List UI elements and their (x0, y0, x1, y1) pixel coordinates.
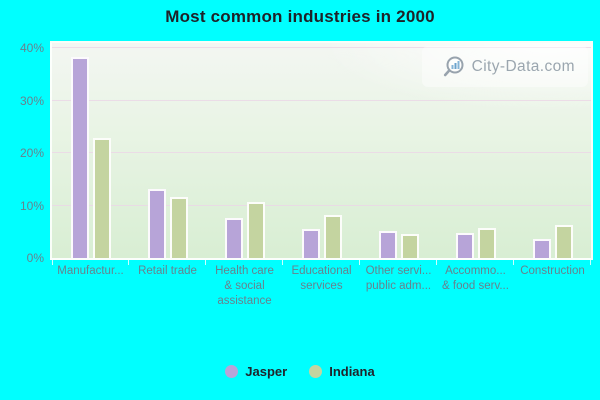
x-label-line: assistance (217, 295, 272, 307)
bar-jasper-1 (147, 188, 166, 258)
x-label-line: public adm... (365, 280, 432, 292)
x-label-line: & food serv... (442, 280, 509, 292)
x-label-0: Manufactur... (52, 264, 129, 309)
chart-title: Most common industries in 2000 (165, 7, 435, 26)
bar-indiana-6 (554, 224, 573, 258)
gridline-20 (52, 152, 591, 154)
x-tick-5 (436, 260, 437, 265)
bar-indiana-2 (246, 201, 265, 258)
x-label-line: Accommo... (445, 265, 506, 277)
x-tick-1 (128, 260, 129, 265)
legend-label: Indiana (329, 363, 375, 379)
x-label-line: Educational (291, 265, 352, 277)
bar-jasper-6 (532, 238, 551, 258)
x-tick-7 (590, 260, 591, 265)
x-label-5: Accommo... & food serv... (437, 264, 514, 309)
y-axis-labels: 0% 10% 20% 30% 40% (0, 0, 44, 280)
x-label-2: Health care & social assistance (206, 264, 283, 309)
gridline-30 (52, 99, 591, 101)
x-tick-6 (513, 260, 514, 265)
bar-indiana-5 (477, 228, 496, 258)
y-label-20: 20% (19, 146, 44, 161)
bar-jasper-3 (301, 229, 320, 258)
x-label-line: Other servi... (365, 265, 432, 277)
x-label-line: Retail trade (138, 265, 197, 277)
gridline-10 (52, 204, 591, 206)
x-label-line: Construction (520, 265, 585, 277)
x-tick-0 (52, 260, 53, 265)
x-tick-2 (205, 260, 206, 265)
bar-jasper-2 (224, 218, 243, 258)
watermark: City-Data.com (422, 46, 588, 87)
x-tick-4 (359, 260, 360, 265)
bar-jasper-0 (70, 56, 89, 258)
x-axis-labels: Manufactur... Retail trade Health care & so… (52, 264, 591, 309)
x-tick-3 (282, 260, 283, 265)
bar-indiana-3 (323, 214, 342, 258)
legend-dot-icon (309, 364, 323, 378)
y-label-10: 10% (19, 198, 44, 213)
bar-jasper-4 (378, 230, 397, 258)
x-label-line: Manufactur... (57, 265, 124, 277)
x-label-line: services (300, 280, 343, 292)
x-label-1: Retail trade (129, 264, 206, 309)
magnifier-chart-logo-icon (442, 55, 468, 79)
legend-item-indiana: Indiana (309, 364, 375, 379)
bar-indiana-0 (92, 137, 111, 258)
bar-indiana-1 (169, 196, 188, 258)
x-label-3: Educational services (283, 264, 360, 309)
legend-label: Jasper (245, 363, 288, 379)
bar-indiana-4 (400, 234, 419, 258)
legend-dot-icon (225, 364, 239, 378)
legend: Jasper Indiana (0, 358, 600, 384)
x-label-6: Construction (514, 264, 591, 309)
legend-item-jasper: Jasper (225, 364, 287, 379)
x-label-4: Other servi... public adm... (360, 264, 437, 309)
watermark-text: City-Data.com (471, 57, 575, 75)
bar-jasper-5 (455, 232, 474, 258)
x-label-line: & social (224, 280, 265, 292)
y-label-40: 40% (19, 41, 44, 56)
plot-area: City-Data.com (50, 41, 593, 265)
y-label-0: 0% (26, 251, 44, 265)
y-label-30: 30% (19, 93, 44, 108)
x-label-line: Health care (215, 265, 274, 277)
